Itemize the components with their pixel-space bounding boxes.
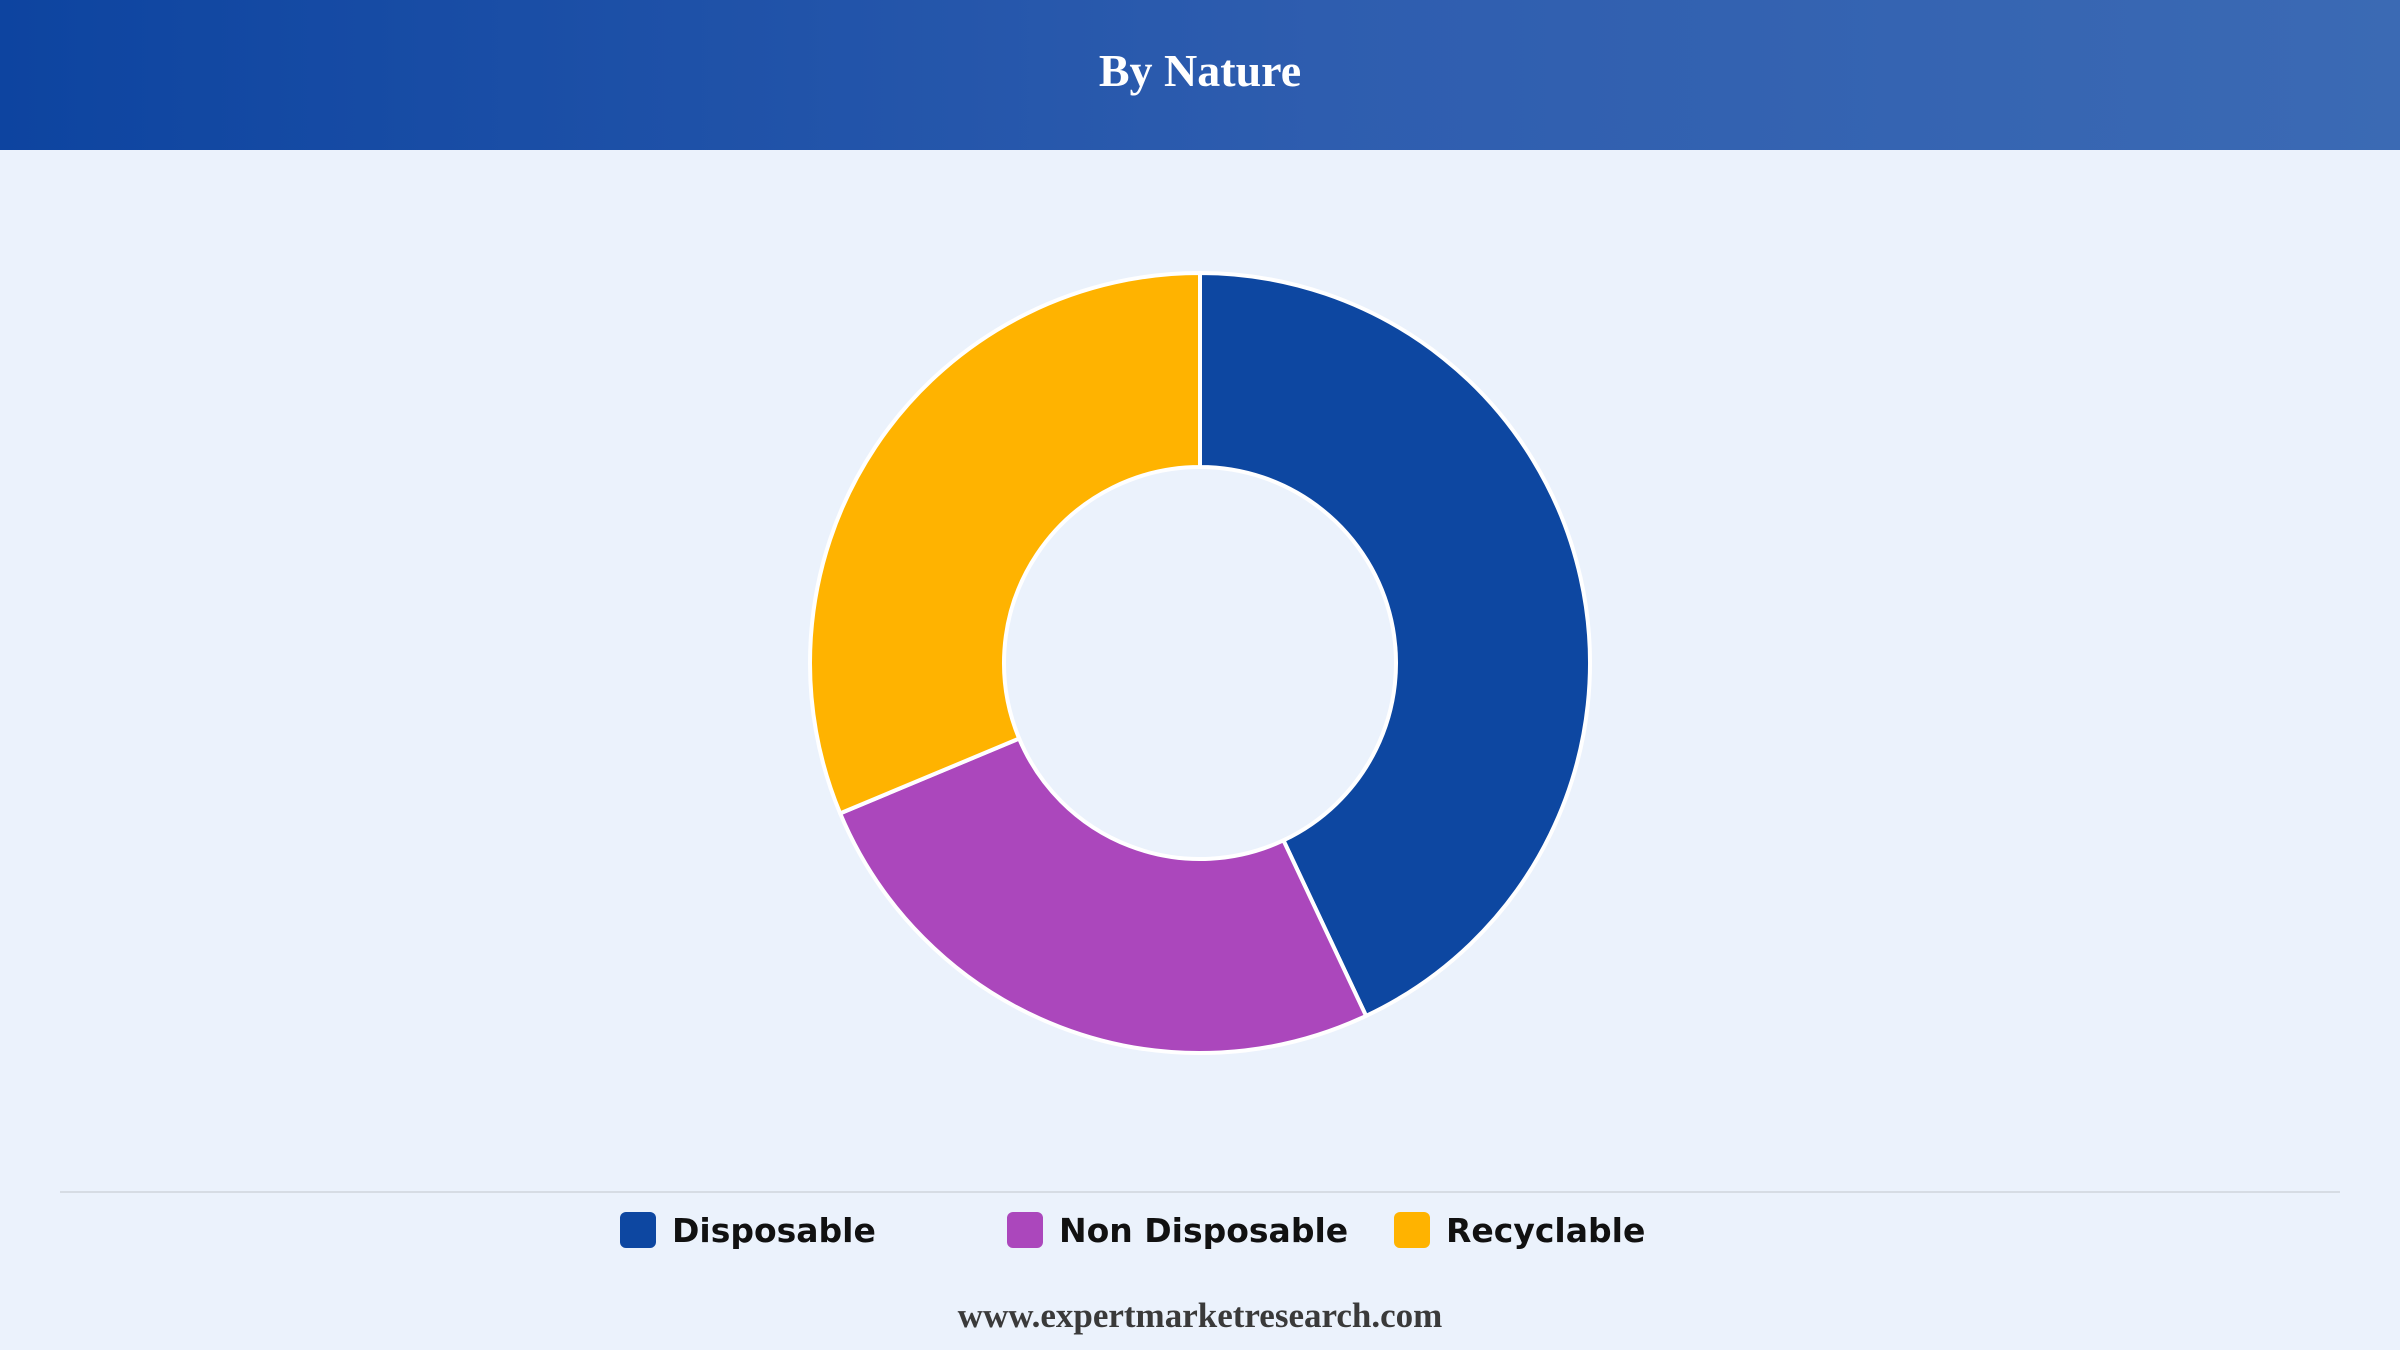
legend-swatch-non-disposable <box>1007 1212 1043 1248</box>
chart-title: By Nature <box>1098 44 1302 96</box>
legend-label-disposable: Disposable <box>672 1210 876 1250</box>
chart-legend: Disposable Non Disposable Recyclable <box>620 1208 1645 1252</box>
slice-non-disposable[interactable] <box>838 736 1369 1055</box>
donut-chart <box>808 271 1592 1055</box>
legend-item-disposable[interactable]: Disposable <box>620 1211 1007 1250</box>
divider <box>60 1191 2340 1193</box>
legend-item-recyclable[interactable]: Recyclable <box>1394 1211 1645 1250</box>
legend-swatch-recyclable <box>1394 1212 1430 1248</box>
slice-disposable[interactable] <box>1198 271 1592 1018</box>
chart-header: By Nature <box>0 0 2400 150</box>
legend-item-non-disposable[interactable]: Non Disposable <box>1007 1211 1394 1250</box>
legend-label-recyclable: Recyclable <box>1446 1210 1646 1250</box>
slice-recyclable[interactable] <box>808 271 1202 816</box>
legend-label-non-disposable: Non Disposable <box>1059 1210 1349 1250</box>
legend-swatch-disposable <box>620 1212 656 1248</box>
source-url: www.expertmarketresearch.com <box>957 1296 1443 1335</box>
